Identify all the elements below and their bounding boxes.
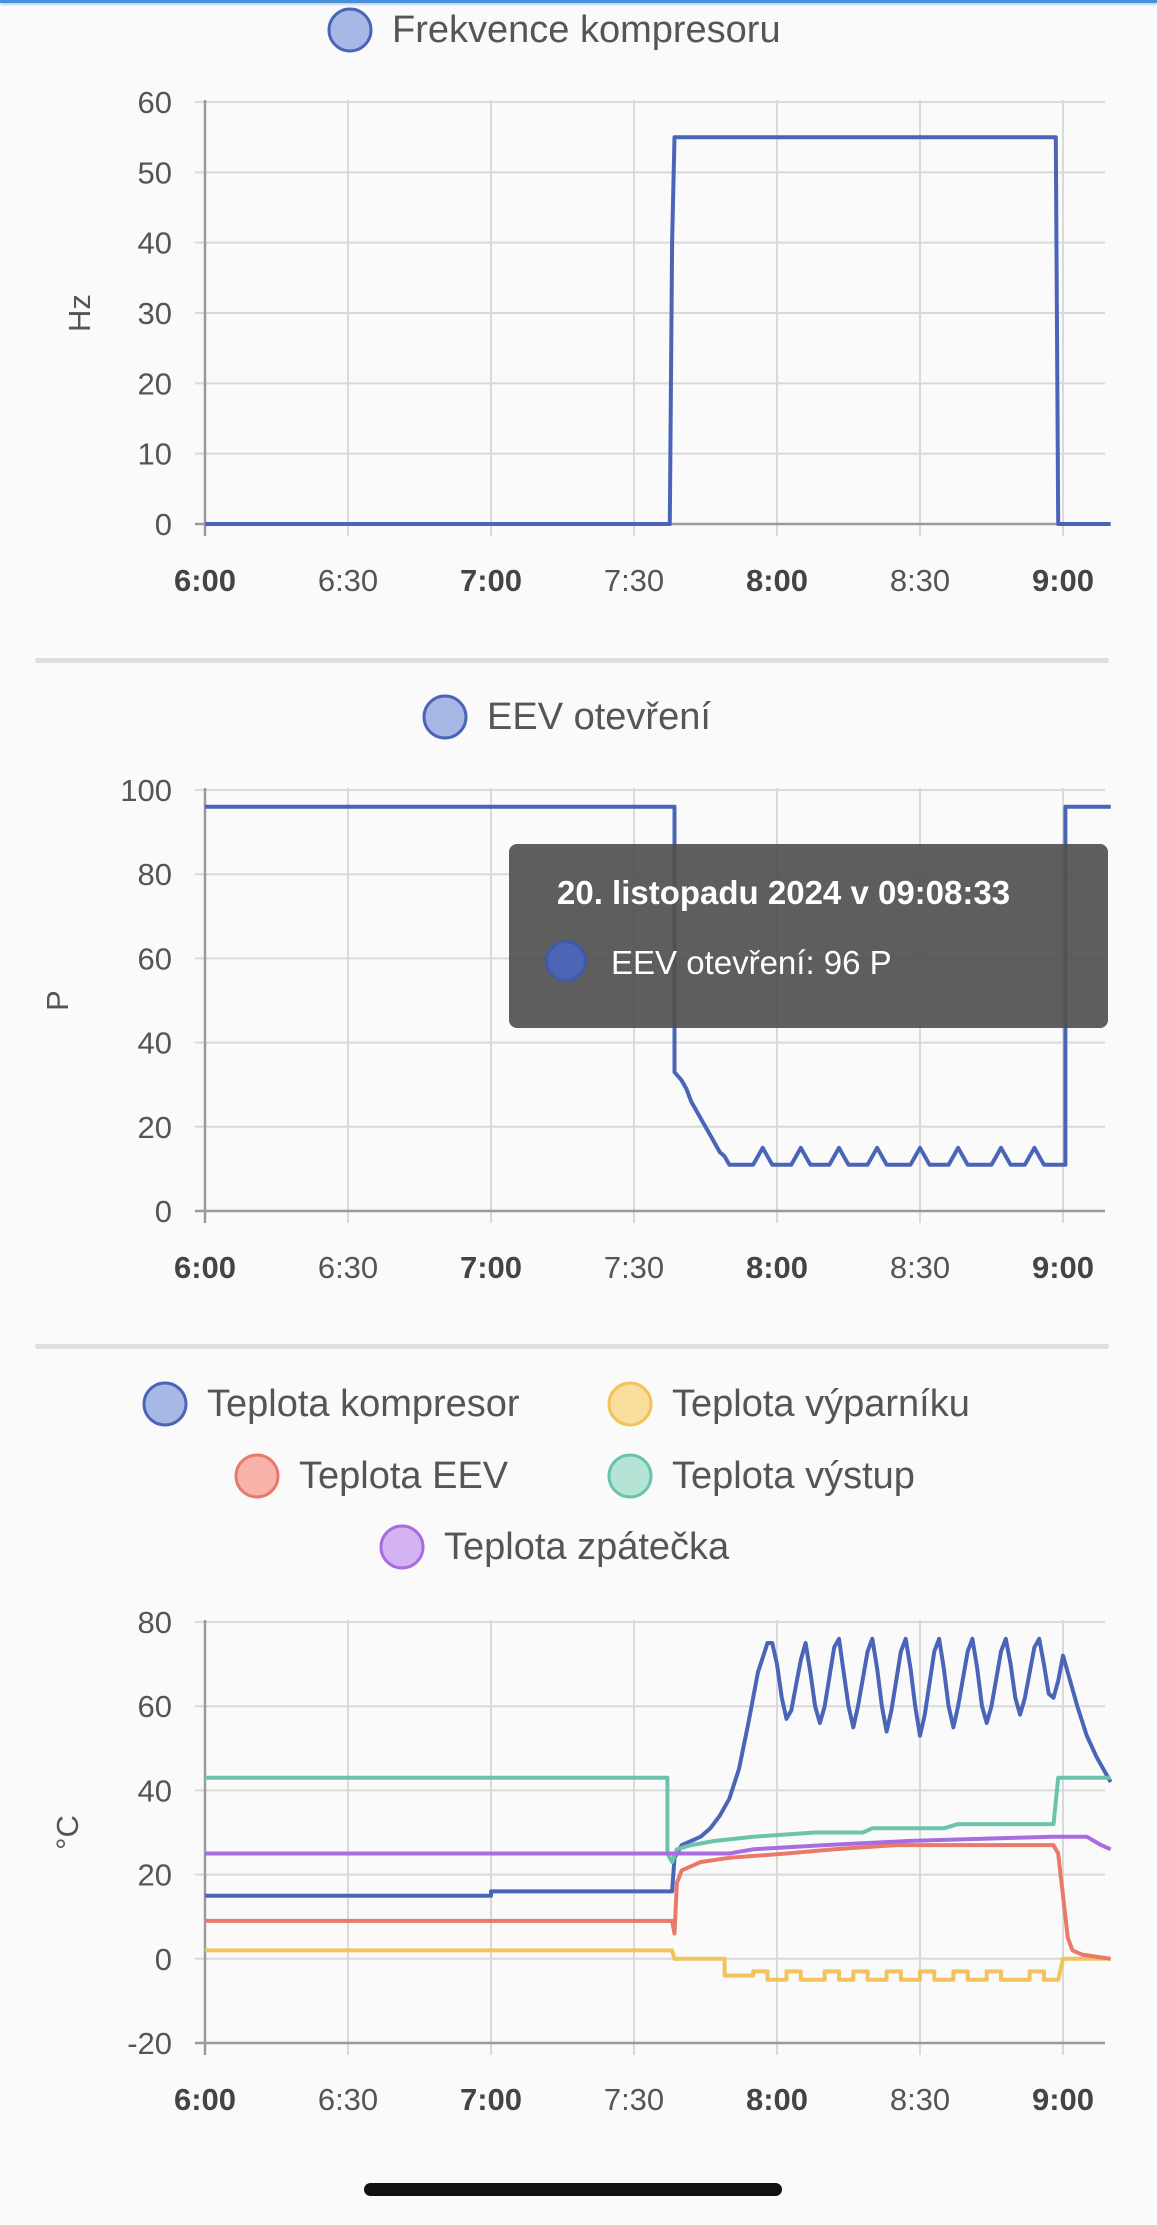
tooltip-title: 20. listopadu 2024 v 09:08:33 <box>557 874 1011 911</box>
x-tick-label: 7:30 <box>604 1250 664 1285</box>
x-tick-label: 7:00 <box>460 1250 522 1285</box>
chart-divider <box>35 1344 1109 1349</box>
y-axis-title: Hz <box>62 294 97 332</box>
y-tick-label: 0 <box>155 1942 172 1977</box>
x-tick-label: 9:00 <box>1032 2082 1094 2117</box>
y-axis-title: P <box>40 990 75 1011</box>
y-tick-label: 10 <box>138 437 172 472</box>
y-tick-label: 50 <box>138 155 172 190</box>
legend-label: Teplota zpátečka <box>444 1526 730 1568</box>
tooltip-label: EEV otevření: 96 P <box>611 944 892 981</box>
y-axis-title: °C <box>50 1815 85 1850</box>
legend-label: EEV otevření <box>487 696 711 738</box>
chart-tooltip: 20. listopadu 2024 v 09:08:33 EEV otevře… <box>509 844 1108 1028</box>
x-tick-label: 6:00 <box>174 563 236 598</box>
series-line <box>205 135 1111 526</box>
y-tick-label: 80 <box>138 1605 172 1640</box>
series-line <box>205 1636 1113 1898</box>
x-tick-label: 6:30 <box>318 563 378 598</box>
y-tick-label: 60 <box>138 85 172 120</box>
y-tick-label: 0 <box>155 1194 172 1229</box>
y-tick-label: 40 <box>138 1026 172 1061</box>
home-indicator[interactable] <box>364 2183 782 2196</box>
x-tick-label: 8:30 <box>890 2082 950 2117</box>
x-tick-label: 6:30 <box>318 2082 378 2117</box>
top-status-accent <box>0 0 1157 3</box>
legend-label: Teplota výparníku <box>672 1383 970 1425</box>
y-tick-label: 60 <box>138 941 172 976</box>
x-tick-label: 8:00 <box>746 563 808 598</box>
y-tick-label: 20 <box>138 366 172 401</box>
legend-label: Frekvence kompresoru <box>392 9 781 51</box>
y-tick-label: 20 <box>138 1110 172 1145</box>
legend-swatch-icon <box>379 1524 425 1570</box>
legend-swatch-icon <box>327 7 373 53</box>
series-line <box>205 804 1111 1167</box>
series-line <box>205 1775 1111 1864</box>
x-tick-label: 7:30 <box>604 563 664 598</box>
x-tick-label: 6:00 <box>174 2082 236 2117</box>
legend-swatch-icon <box>607 1381 653 1427</box>
x-tick-label: 8:00 <box>746 1250 808 1285</box>
y-tick-label: 40 <box>138 1773 172 1808</box>
x-tick-label: 7:00 <box>460 563 522 598</box>
y-tick-label: 30 <box>138 296 172 331</box>
chart-divider <box>35 658 1109 663</box>
legend-swatch-icon <box>234 1453 280 1499</box>
legend-swatch-icon <box>142 1381 188 1427</box>
series-line <box>205 1948 1111 1982</box>
y-tick-label: 20 <box>138 1858 172 1893</box>
chart-2: 0 20 40 60 80 100 6:00 6:30 7:00 7:30 8:00 8:30 9:00… <box>40 694 1111 1285</box>
x-tick-label: 9:00 <box>1032 1250 1094 1285</box>
chart-3: -20 0 20 40 60 80 6:00 6:30 7:00 7:30 8:00 8:30 9:00… <box>50 1381 1113 2117</box>
y-tick-label: -20 <box>127 2026 172 2061</box>
legend-swatch-icon <box>422 694 468 740</box>
chart-1: 0 10 20 30 40 50 60 6:00 6:30 7:00 7:30 8:00 8:30 9:0… <box>62 7 1111 598</box>
y-tick-label: 80 <box>138 857 172 892</box>
legend-label: Teplota výstup <box>672 1455 915 1497</box>
x-tick-label: 6:30 <box>318 1250 378 1285</box>
legend-label: Teplota EEV <box>299 1455 509 1497</box>
series-line <box>205 1843 1111 1961</box>
series-line <box>205 1834 1112 1856</box>
y-tick-label: 60 <box>138 1689 172 1724</box>
x-tick-label: 8:30 <box>890 563 950 598</box>
x-tick-label: 6:00 <box>174 1250 236 1285</box>
legend-swatch-icon <box>607 1453 653 1499</box>
y-tick-label: 40 <box>138 226 172 261</box>
y-tick-label: 0 <box>155 507 172 542</box>
x-tick-label: 7:00 <box>460 2082 522 2117</box>
tooltip-swatch-icon <box>545 940 587 982</box>
x-tick-label: 9:00 <box>1032 563 1094 598</box>
y-tick-label: 100 <box>120 773 172 808</box>
legend-label: Teplota kompresor <box>207 1383 520 1425</box>
x-tick-label: 8:30 <box>890 1250 950 1285</box>
x-tick-label: 7:30 <box>604 2082 664 2117</box>
x-tick-label: 8:00 <box>746 2082 808 2117</box>
